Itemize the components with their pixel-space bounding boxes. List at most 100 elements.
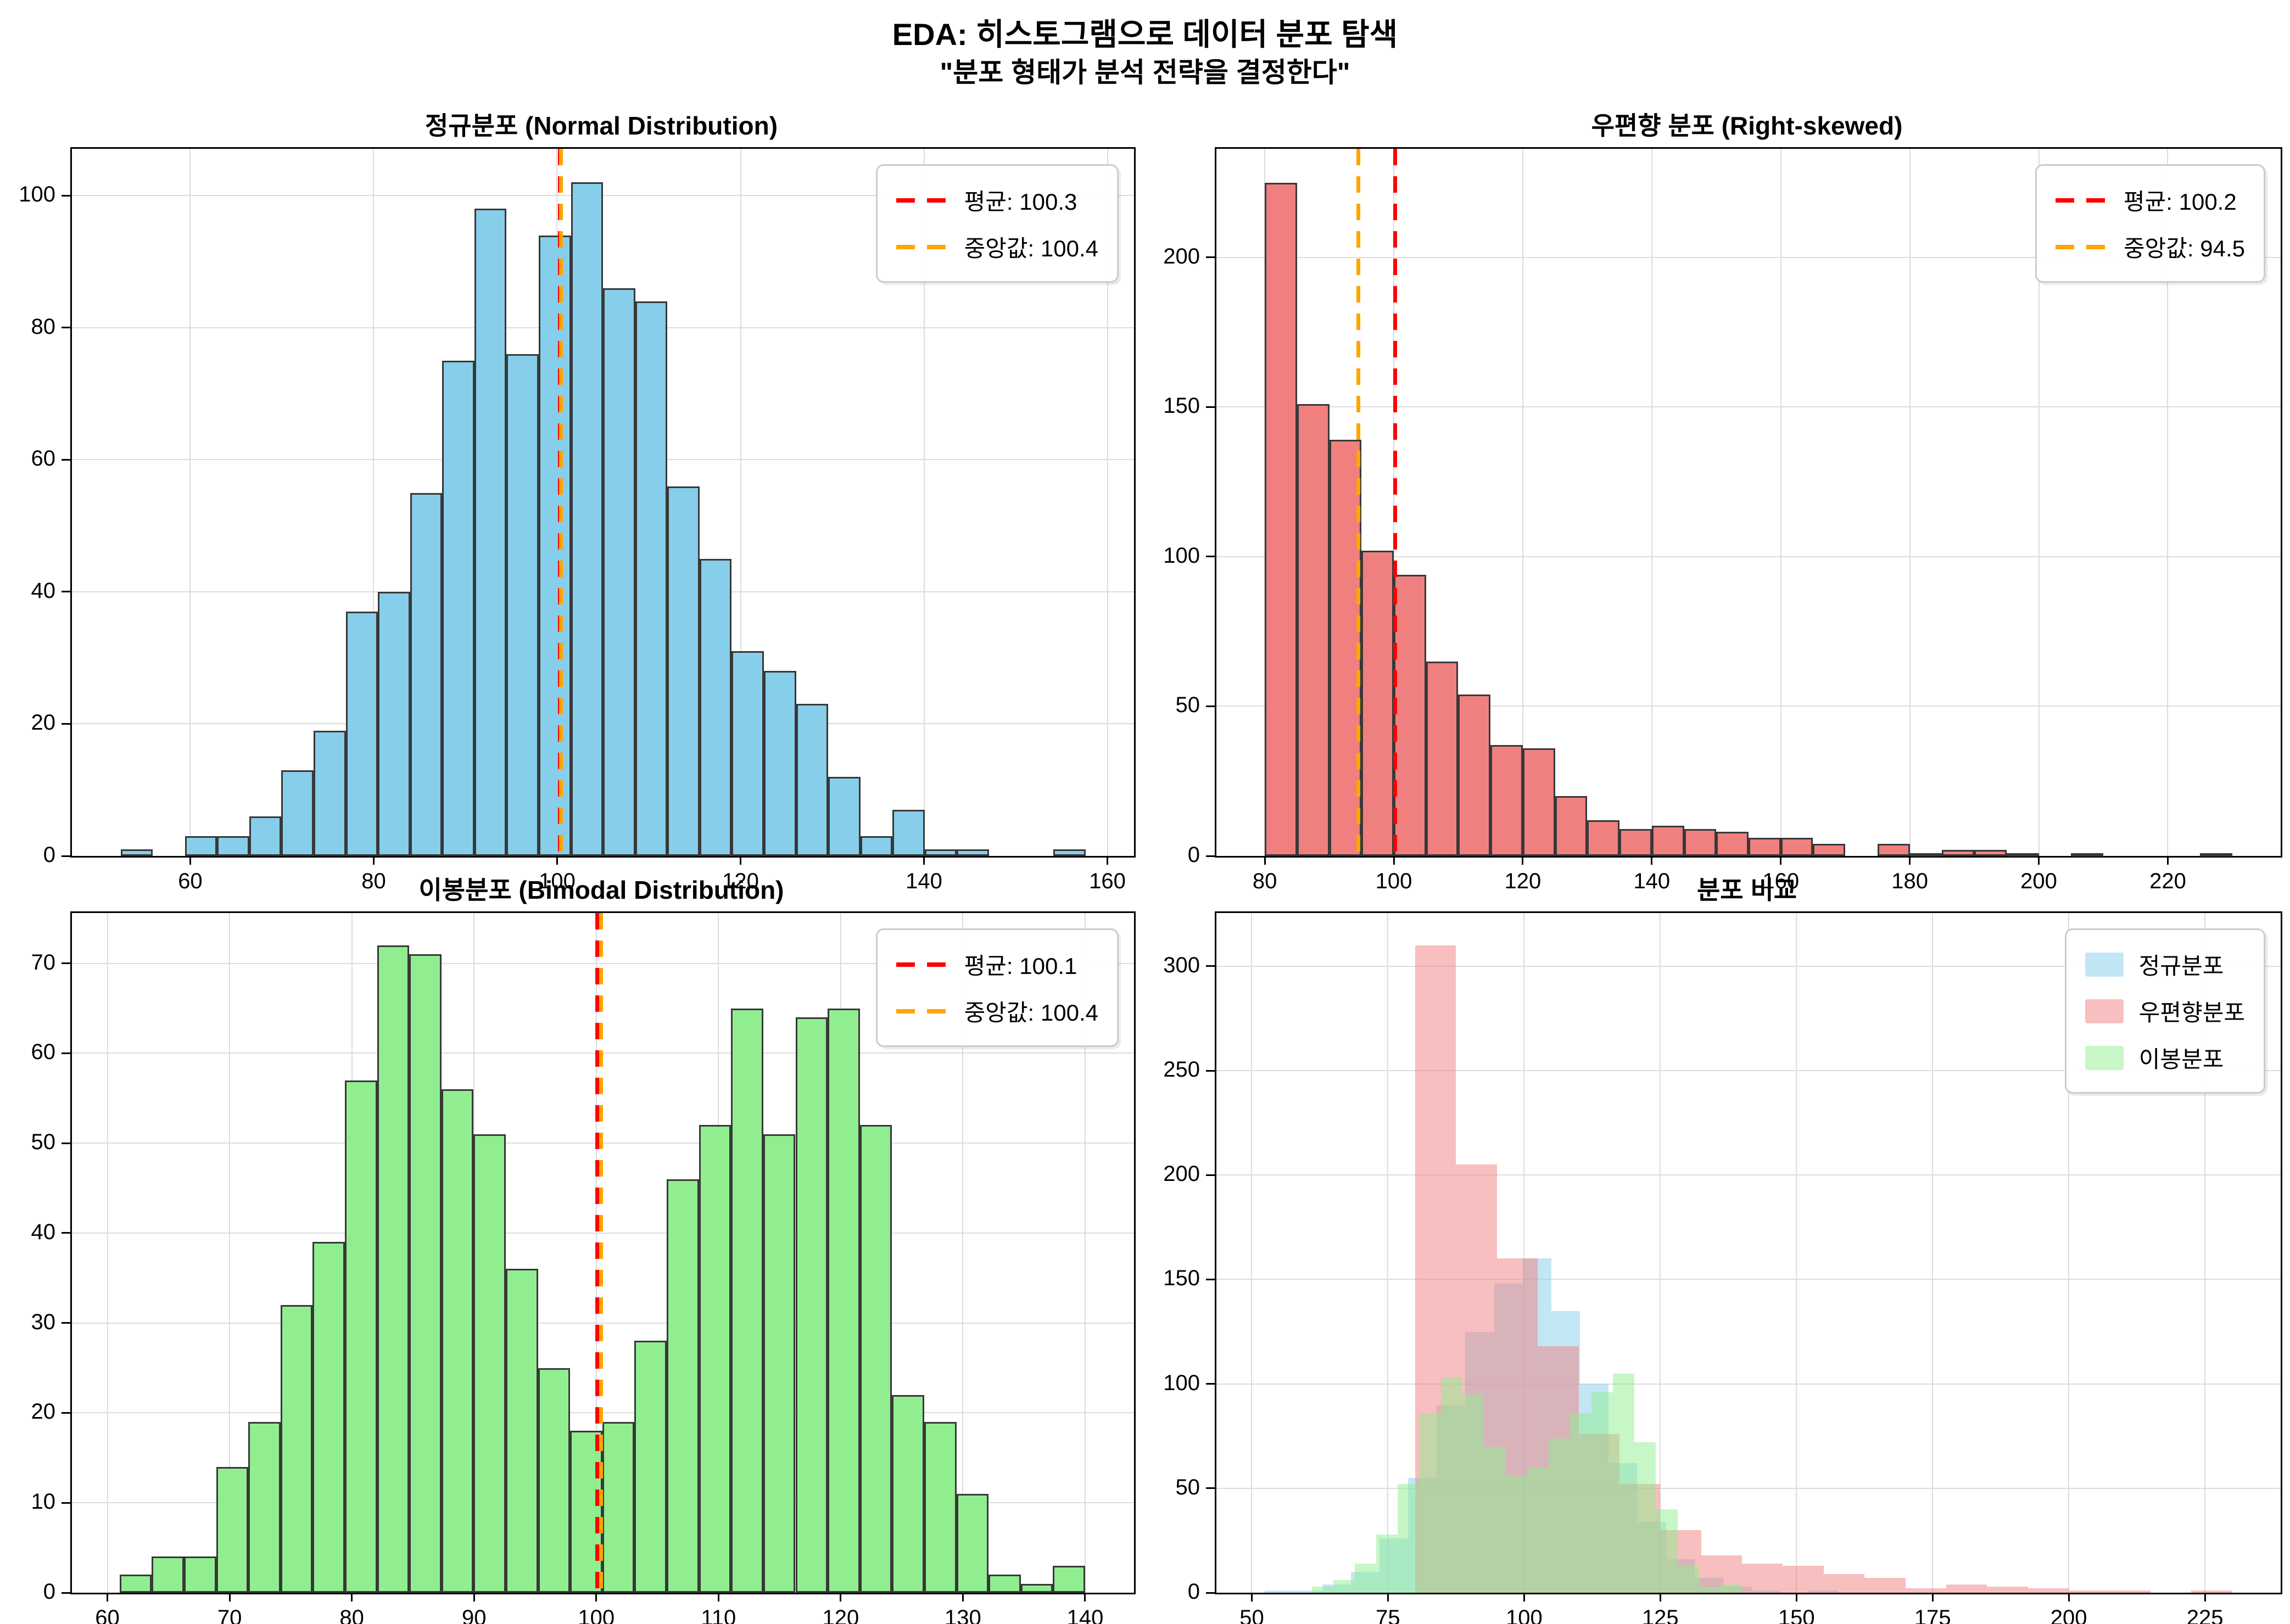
x-tick-mark	[1931, 1593, 1934, 1601]
histogram-bar	[1749, 838, 1781, 856]
histogram-bar	[345, 1080, 377, 1593]
histogram-bar	[1656, 1509, 1678, 1593]
histogram-bar	[345, 612, 378, 856]
histogram-bar	[506, 1269, 538, 1593]
histogram-bar	[1265, 182, 1297, 856]
x-tick-mark	[2038, 856, 2040, 865]
x-gridline	[740, 149, 741, 856]
y-tick-label: 10	[31, 1489, 56, 1514]
y-tick-mark	[62, 1052, 70, 1054]
median-line	[599, 913, 604, 1593]
histogram-bar	[1905, 1588, 1947, 1593]
x-gridline	[229, 913, 231, 1593]
x-gridline	[1932, 913, 1934, 1593]
x-gridline	[1107, 149, 1108, 856]
y-gridline	[1216, 406, 2281, 408]
x-tick-mark	[1523, 1593, 1525, 1601]
histogram-bar	[281, 770, 314, 856]
legend-box: 평균: 100.2 중앙값: 94.5	[2035, 164, 2265, 283]
x-tick-label: 50	[1239, 1606, 1264, 1624]
x-tick-label: 175	[1914, 1606, 1951, 1624]
y-tick-label: 100	[1163, 1370, 1200, 1395]
histogram-bar	[2200, 853, 2232, 856]
histogram-bar	[184, 1556, 216, 1593]
legend-label: 평균: 100.1	[964, 953, 1077, 979]
y-tick-mark	[62, 1322, 70, 1324]
histogram-bar	[538, 235, 571, 856]
histogram-bar	[1505, 1476, 1527, 1593]
histogram-bar	[1619, 828, 1652, 856]
histogram-bar	[956, 1493, 989, 1593]
x-tick-label: 60	[178, 869, 203, 893]
y-tick-label: 80	[31, 314, 56, 339]
x-gridline	[373, 149, 375, 856]
histogram-bar	[280, 1304, 313, 1593]
y-tick-mark	[62, 962, 70, 965]
x-tick-mark	[1387, 1593, 1389, 1601]
histogram-bar	[667, 486, 700, 856]
histogram-bar	[185, 836, 217, 856]
x-gridline	[1909, 149, 1911, 856]
histogram-bar	[1942, 850, 1975, 856]
figure-suptitle: EDA: 히스토그램으로 데이터 분포 탐색	[892, 17, 1398, 52]
x-tick-label: 80	[1252, 869, 1277, 893]
histogram-bar	[1548, 1438, 1570, 1593]
histogram-bar	[731, 651, 764, 856]
x-tick-label: 100	[1375, 869, 1412, 893]
histogram-bar	[1458, 694, 1491, 856]
axes-right-skewed: 80 100 120 140 160 180 200 220 0 50 100 150 200 평균: 1…	[1163, 147, 2282, 893]
y-tick-label: 30	[31, 1309, 56, 1334]
subplot-distribution-comparison: 분포 비교 50 75 100 125 150 175 200 225 0 50 100 150 200…	[1163, 876, 2282, 1624]
histogram-bar	[859, 1125, 892, 1593]
histogram-bar	[1265, 1591, 1294, 1593]
histogram-bar	[1483, 1446, 1506, 1593]
x-gridline	[107, 913, 108, 1593]
figure-subtitle: "분포 형태가 분석 전략을 결정한다"	[940, 57, 1350, 88]
x-gridline	[2167, 149, 2169, 856]
histogram-bar	[249, 816, 282, 856]
y-tick-label: 0	[1187, 1580, 1200, 1604]
x-tick-label: 200	[2020, 869, 2057, 893]
x-tick-label: 160	[1762, 869, 1800, 893]
histogram-bar	[1716, 832, 1749, 856]
histogram-bar	[1394, 574, 1426, 856]
mean-line	[595, 913, 600, 1593]
histogram-bar	[699, 558, 732, 856]
x-tick-mark	[595, 1593, 597, 1601]
x-tick-label: 90	[461, 1606, 487, 1624]
y-tick-label: 250	[1163, 1057, 1200, 1082]
histogram-bar	[860, 836, 893, 856]
histogram-bar	[2028, 1588, 2069, 1593]
mean-line	[1393, 149, 1397, 856]
y-tick-mark	[1206, 256, 1215, 259]
legend-dash-sample	[896, 1009, 949, 1013]
subplot-right-skewed: 우편향 분포 (Right-skewed) 80 100 120 140 160 180 2…	[1163, 111, 2282, 893]
histogram-bar	[699, 1125, 731, 1593]
legend-label: 우편향분포	[2138, 1000, 2245, 1026]
legend-row: 이봉분포	[2085, 1034, 2245, 1081]
histogram-bar	[796, 704, 829, 856]
histogram-bar	[828, 776, 861, 856]
y-tick-label: 20	[31, 710, 56, 735]
histogram-bar	[216, 1466, 249, 1593]
x-tick-mark	[1250, 1593, 1253, 1601]
x-tick-mark	[1264, 856, 1266, 865]
legend-label: 중앙값: 100.4	[964, 1000, 1098, 1026]
x-gridline	[923, 149, 925, 856]
x-tick-mark	[228, 1593, 231, 1601]
subplot-bimodal-distribution: 이봉분포 (Bimodal Distribution) 60 70 80 90 100 1…	[31, 876, 1136, 1624]
histogram-bar	[1946, 1584, 1987, 1593]
x-tick-mark	[1909, 856, 1911, 865]
histogram-bar	[1613, 1373, 1635, 1593]
y-tick-mark	[1206, 1487, 1215, 1489]
x-tick-mark	[1084, 1593, 1086, 1601]
x-tick-mark	[2166, 856, 2169, 865]
x-tick-label: 70	[217, 1606, 242, 1624]
x-gridline	[2068, 913, 2070, 1593]
y-tick-mark	[62, 194, 70, 197]
y-tick-label: 50	[1175, 1475, 1200, 1499]
y-tick-label: 40	[31, 578, 56, 603]
x-tick-mark	[351, 1593, 353, 1601]
legend-label: 평균: 100.2	[2123, 189, 2237, 215]
